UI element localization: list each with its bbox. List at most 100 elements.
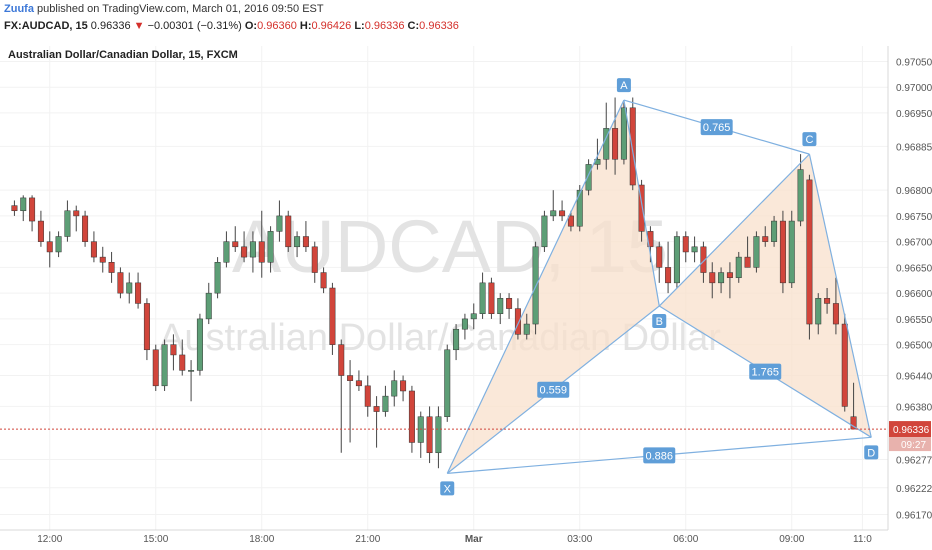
price-tick-label: 0.96650 <box>896 263 932 274</box>
candle-body <box>249 241 256 258</box>
candle-body <box>788 220 795 284</box>
candle-body <box>806 179 813 325</box>
candle-body <box>196 318 203 371</box>
time-tick-label: 18:00 <box>249 534 274 545</box>
candle-body <box>161 344 168 387</box>
price-tick-label: 0.96700 <box>896 238 932 249</box>
candle-body <box>514 308 521 335</box>
candle-body <box>700 246 707 273</box>
last-price: 0.96336 <box>90 20 131 32</box>
candle-body <box>815 298 822 325</box>
candle-body <box>302 236 309 248</box>
candle-body <box>682 236 689 253</box>
time-tick-label: Mar <box>465 534 483 545</box>
time-tick-label: 09:00 <box>779 534 804 545</box>
candle-body <box>311 246 318 273</box>
ratio-label: 0.765 <box>703 122 731 134</box>
point-label: C <box>805 134 813 146</box>
pattern-line-ab <box>623 99 660 307</box>
high-label: H: <box>299 20 312 32</box>
countdown-tag <box>889 437 931 452</box>
point-label: A <box>620 80 628 92</box>
candle-body <box>832 303 839 325</box>
point-label-box <box>440 481 455 496</box>
candle-body <box>656 246 663 268</box>
candle-body <box>435 416 442 454</box>
candle-body <box>797 169 804 222</box>
price-tick-label: 0.96950 <box>896 109 932 120</box>
candle-body <box>408 390 415 443</box>
candle-body <box>188 370 195 372</box>
candle-body <box>400 380 407 392</box>
candle-body <box>135 282 142 304</box>
ratio-label-box <box>700 119 733 136</box>
pattern-triangle-xab <box>447 100 660 474</box>
candle-body <box>364 385 371 407</box>
close-value: 0.96336 <box>419 20 459 32</box>
time-tick-label: 03:00 <box>567 534 592 545</box>
candle-body <box>744 256 751 268</box>
symbol-label[interactable]: FX:AUDCAD, 15 <box>4 20 88 32</box>
candle-body <box>37 220 44 242</box>
candle-body <box>258 241 265 263</box>
candle-body <box>576 189 583 227</box>
candle-body <box>29 197 36 222</box>
candle-body <box>382 395 389 412</box>
author-link[interactable]: Zuufa <box>4 3 34 15</box>
candle-body <box>329 287 336 345</box>
candle-body <box>143 303 150 351</box>
chart-title: Australian Dollar/Canadian Dollar, 15, F… <box>8 49 238 61</box>
candle-body <box>46 241 53 253</box>
price-tick-label: 0.96170 <box>896 511 932 522</box>
candle-body <box>506 298 513 309</box>
change-down-icon: ▼ <box>133 20 145 32</box>
point-label-box <box>616 78 631 93</box>
candle-body <box>523 323 530 335</box>
point-label-box <box>864 445 879 460</box>
quote-line: FX:AUDCAD, 15 0.96336 ▼ −0.00301 (−0.31%… <box>4 20 459 32</box>
ratio-label-box <box>749 363 782 380</box>
candle-body <box>214 262 221 294</box>
publish-info: published on TradingView.com, March 01, … <box>37 3 324 15</box>
candle-body <box>20 197 27 212</box>
time-axis[interactable]: 12:00 15:00 18:00 21:00 Mar 03:00 06:00 09:00 11… <box>37 534 872 545</box>
candle-body <box>718 272 725 284</box>
candle-body <box>567 215 574 227</box>
candle-body <box>117 272 124 294</box>
candle-body <box>620 107 627 160</box>
candle-body <box>152 349 159 387</box>
ratio-label-box <box>643 447 676 464</box>
candle-body <box>223 241 230 263</box>
price-tick-label: 0.97000 <box>896 83 932 94</box>
price-tick-label: 0.96800 <box>896 186 932 197</box>
last-price-tag-label: 0.96336 <box>893 425 930 436</box>
pattern-line-cd <box>808 153 872 438</box>
price-tick-label: 0.96600 <box>896 289 932 300</box>
ratio-label: 1.765 <box>751 367 779 379</box>
candle-body <box>11 205 18 212</box>
harmonic-pattern-labels: 0.559 0.765 1.765 0.886 X A B C D <box>440 78 879 496</box>
candle-body <box>779 220 786 284</box>
harmonic-pattern-lines[interactable] <box>446 99 872 474</box>
close-label: C: <box>407 20 420 32</box>
candle-body <box>461 318 468 330</box>
candle-body <box>550 210 557 217</box>
candle-body <box>638 184 645 232</box>
price-tick-label: 0.96750 <box>896 212 932 223</box>
open-value: 0.96360 <box>257 20 297 32</box>
candles <box>11 97 857 469</box>
ratio-label: 0.886 <box>645 450 673 462</box>
price-tick-label: 0.96500 <box>896 341 932 352</box>
candle-body <box>90 241 97 258</box>
candle-body <box>762 236 769 242</box>
price-tick-label: 0.96550 <box>896 315 932 326</box>
candle-body <box>276 215 283 232</box>
candle-body <box>735 256 742 278</box>
harmonic-pattern-fill <box>447 100 872 474</box>
time-tick-label: 06:00 <box>673 534 698 545</box>
candle-body <box>771 220 778 242</box>
candle-body <box>709 272 716 284</box>
price-axis[interactable]: 0.97050 0.97000 0.96950 0.96885 0.96800 0.967… <box>889 57 932 522</box>
pattern-triangle-bcd <box>659 154 872 438</box>
